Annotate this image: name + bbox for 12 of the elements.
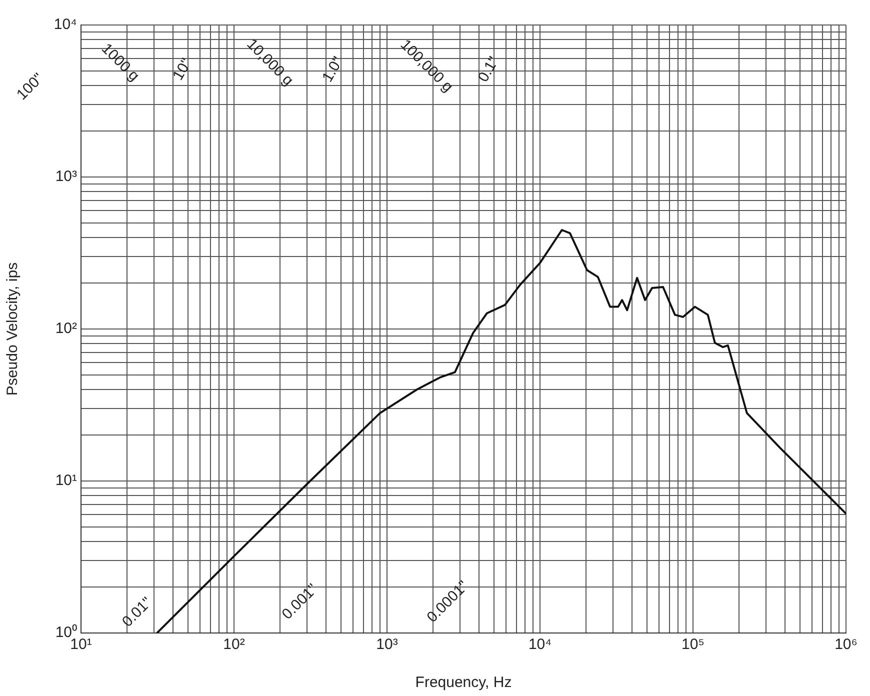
y-tick-label: 10³ [55, 168, 77, 186]
x-tick-label: 10³ [376, 636, 398, 654]
y-tick-label: 10² [55, 320, 77, 338]
x-tick-label: 10⁴ [528, 636, 552, 654]
x-tick-label: 10² [223, 636, 245, 654]
x-tick-label: 10⁶ [834, 636, 858, 654]
x-axis-title: Frequency, Hz [415, 674, 512, 692]
y-axis-title: Pseudo Velocity, ips [4, 262, 22, 396]
annotation: 10" [170, 56, 196, 84]
y-tick-label: 10¹ [55, 472, 77, 490]
x-tick-label: 10⁵ [682, 636, 704, 654]
y-tick-label: 10⁴ [54, 16, 77, 34]
